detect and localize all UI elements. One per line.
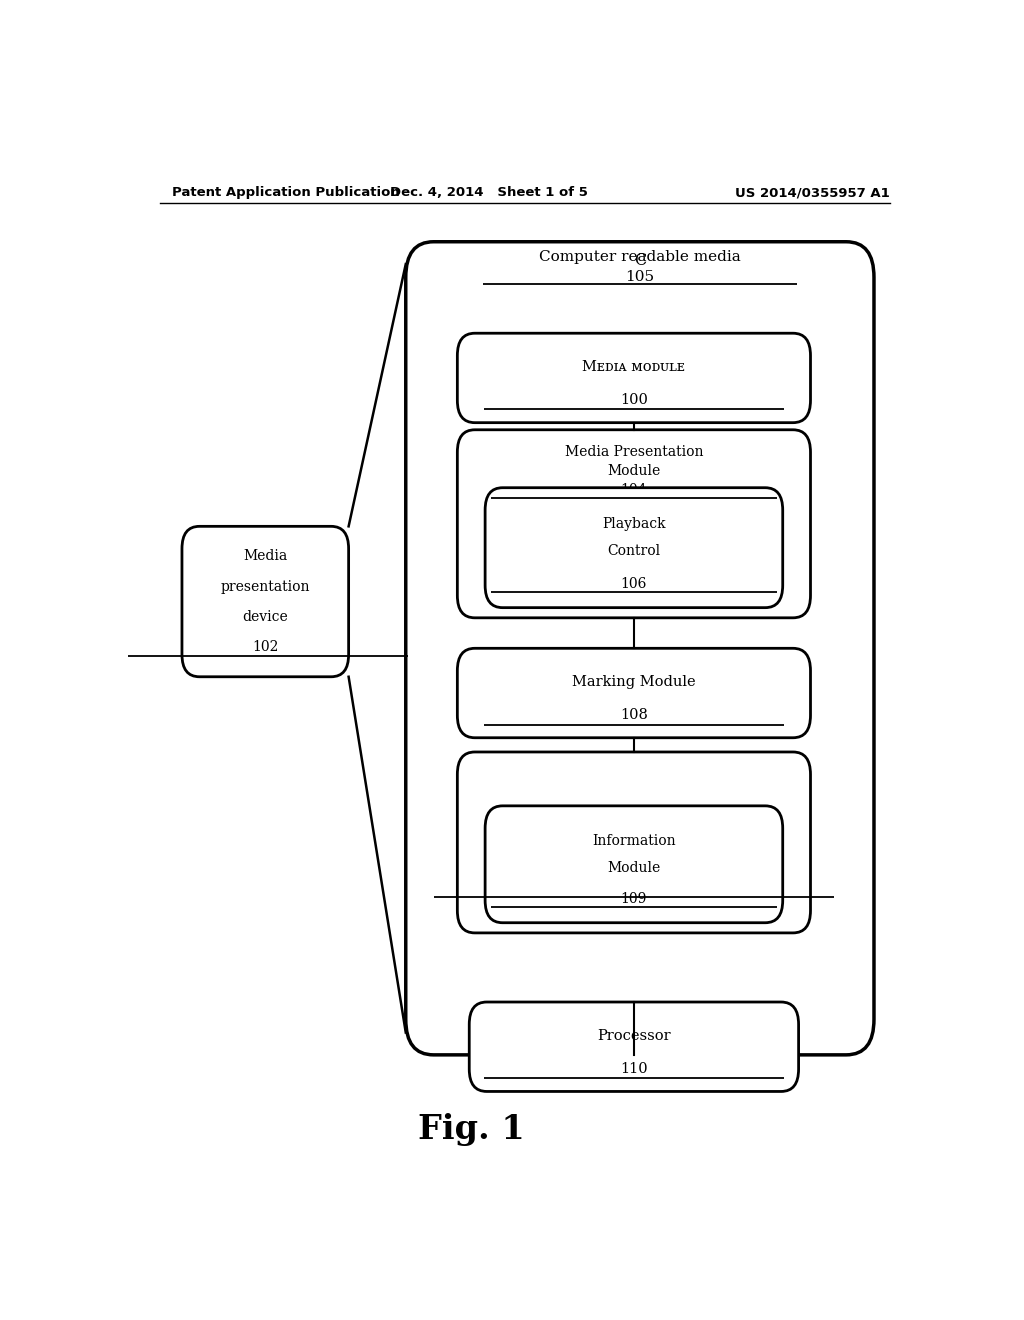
Text: 105: 105 — [626, 271, 654, 284]
Text: Processor: Processor — [597, 1030, 671, 1043]
Text: Computer readable media: Computer readable media — [539, 249, 740, 264]
Text: Playback: Playback — [602, 516, 666, 531]
Text: Patent Application Publication: Patent Application Publication — [172, 186, 399, 199]
FancyBboxPatch shape — [182, 527, 348, 677]
FancyBboxPatch shape — [485, 805, 782, 923]
Text: Control: Control — [607, 544, 660, 558]
FancyBboxPatch shape — [458, 430, 811, 618]
Text: C: C — [634, 252, 646, 268]
Text: Information: Information — [592, 834, 676, 847]
Text: Fig. 1: Fig. 1 — [418, 1113, 524, 1146]
Text: 108: 108 — [620, 709, 648, 722]
Text: 100: 100 — [620, 393, 648, 408]
Text: 104: 104 — [621, 483, 647, 496]
Text: Module: Module — [607, 861, 660, 875]
Text: 110: 110 — [621, 1063, 648, 1076]
Text: 106: 106 — [621, 577, 647, 590]
Text: 109: 109 — [621, 892, 647, 907]
Text: Dec. 4, 2014   Sheet 1 of 5: Dec. 4, 2014 Sheet 1 of 5 — [390, 186, 588, 199]
FancyBboxPatch shape — [406, 242, 873, 1055]
Text: Media Presentation: Media Presentation — [564, 445, 703, 459]
Text: 100’: 100’ — [617, 880, 650, 895]
FancyBboxPatch shape — [469, 1002, 799, 1092]
Text: Marked Media Module: Marked Media Module — [550, 813, 719, 828]
Text: Mᴇᴅɪᴀ ᴍᴏᴅᴜʟᴇ: Mᴇᴅɪᴀ ᴍᴏᴅᴜʟᴇ — [583, 360, 685, 374]
FancyBboxPatch shape — [458, 648, 811, 738]
Text: device: device — [243, 610, 288, 623]
FancyBboxPatch shape — [458, 333, 811, 422]
Text: 102: 102 — [252, 640, 279, 653]
FancyBboxPatch shape — [485, 487, 782, 607]
FancyBboxPatch shape — [458, 752, 811, 933]
Text: Module: Module — [607, 465, 660, 478]
Text: Media: Media — [243, 549, 288, 564]
Text: Marking Module: Marking Module — [572, 676, 695, 689]
Text: presentation: presentation — [220, 579, 310, 594]
Text: US 2014/0355957 A1: US 2014/0355957 A1 — [735, 186, 890, 199]
